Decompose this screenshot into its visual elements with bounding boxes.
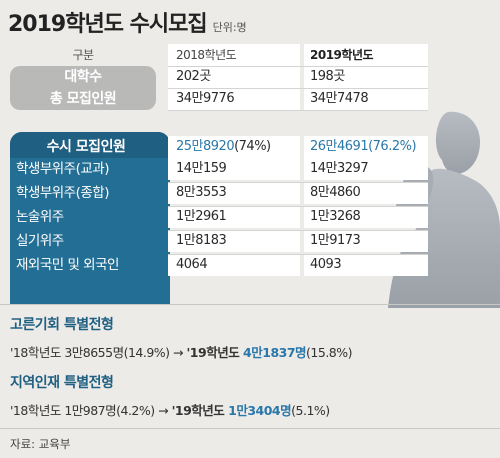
page-title: 2019학년도 수시모집 [8, 12, 208, 37]
row-label: 총 모집인원 [49, 91, 117, 107]
table-row-highlight: 수시 모집인원 25만8920(74%) 26만4691(76.2%) [10, 136, 496, 158]
unit-label: 단위:명 [212, 21, 247, 34]
value-2018: 14만159 [168, 158, 300, 180]
row-label: 논술위주 [16, 209, 64, 225]
row-label: 학생부위주(종합) [16, 185, 109, 201]
value-2019: 1만9173 [304, 230, 428, 252]
row-divider [168, 230, 428, 231]
table-row: 학생부위주(종합) 8만3553 8만4860 [10, 182, 496, 204]
row-label: 수시 모집인원 [46, 139, 126, 155]
source-note: 자료: 교육부 [10, 437, 71, 451]
row-divider [168, 182, 428, 183]
value-2018-pct: (74%) [234, 139, 271, 154]
section-divider [0, 304, 500, 305]
value-2019: 26만4691(76.2%) [304, 136, 428, 158]
section-title-regional-talent: 지역인재 특별전형 [10, 375, 114, 391]
line-prefix: '18학년도 3만8655명(14.9%) → [10, 345, 187, 360]
table-row: 총 모집인원 34만9776 34만7478 [10, 88, 496, 110]
value-2019: 34만7478 [304, 88, 428, 110]
table-row: 학생부위주(교과) 14만159 14만3297 [10, 158, 496, 180]
value-2019: 1만3268 [304, 206, 428, 228]
row-divider [168, 88, 428, 89]
value-2019-pct: (76.2%) [368, 139, 417, 154]
row-divider [168, 110, 428, 111]
value-2019: 14만3297 [304, 158, 428, 180]
row-label: 재외국민 및 외국인 [16, 257, 119, 273]
col-header-2019: 2019학년도 [304, 44, 428, 66]
value-2018: 34만9776 [168, 88, 300, 110]
row-divider [168, 254, 428, 255]
row-label: 실기위주 [16, 233, 64, 249]
section-title-equal-opportunity: 고른기회 특별전형 [10, 317, 114, 333]
line-value: 4만1837명 [243, 345, 307, 360]
value-2019: 8만4860 [304, 182, 428, 204]
line-year: '19학년도 [171, 403, 229, 418]
row-divider [168, 66, 428, 67]
col-header-2018: 2018학년도 [168, 44, 300, 66]
table-header-row: 구분 2018학년도 2019학년도 [10, 44, 496, 66]
line-prefix: '18학년도 1만987명(4.2%) → [10, 403, 172, 418]
value-2018: 1만2961 [168, 206, 300, 228]
line-pct: (15.8%) [306, 345, 353, 360]
table-row: 재외국민 및 외국인 4064 4093 [10, 254, 496, 276]
value-2019: 4093 [304, 254, 428, 276]
footer-divider [0, 428, 500, 429]
line-pct: (5.1%) [291, 403, 330, 418]
value-2018: 202곳 [168, 66, 300, 88]
line-value: 1만3404명 [228, 403, 292, 418]
blue-label-block [10, 132, 170, 304]
section-line-regional-talent: '18학년도 1만987명(4.2%) → '19학년도 1만3404명(5.1… [10, 400, 330, 419]
section-line-equal-opportunity: '18학년도 3만8655명(14.9%) → '19학년도 4만1837명(1… [10, 342, 353, 361]
col-header-label: 구분 [72, 48, 94, 62]
value-2018: 25만8920(74%) [168, 136, 300, 158]
value-2019: 198곳 [304, 66, 428, 88]
table-row: 실기위주 1만8183 1만9173 [10, 230, 496, 252]
value-2018-number: 25만8920 [176, 139, 235, 154]
value-2018: 1만8183 [168, 230, 300, 252]
row-divider [168, 206, 428, 207]
table-row: 대학수 202곳 198곳 [10, 66, 496, 88]
row-label: 대학수 [64, 69, 102, 85]
table-row: 논술위주 1만2961 1만3268 [10, 206, 496, 228]
value-2019-number: 26만4691 [310, 139, 369, 154]
line-year: '19학년도 [186, 345, 244, 360]
row-label: 학생부위주(교과) [16, 161, 109, 177]
value-2018: 4064 [168, 254, 300, 276]
value-2018: 8만3553 [168, 182, 300, 204]
header: 2019학년도 수시모집 단위:명 [8, 6, 247, 37]
blue-label-header [10, 132, 170, 158]
gray-label-block [10, 66, 156, 110]
